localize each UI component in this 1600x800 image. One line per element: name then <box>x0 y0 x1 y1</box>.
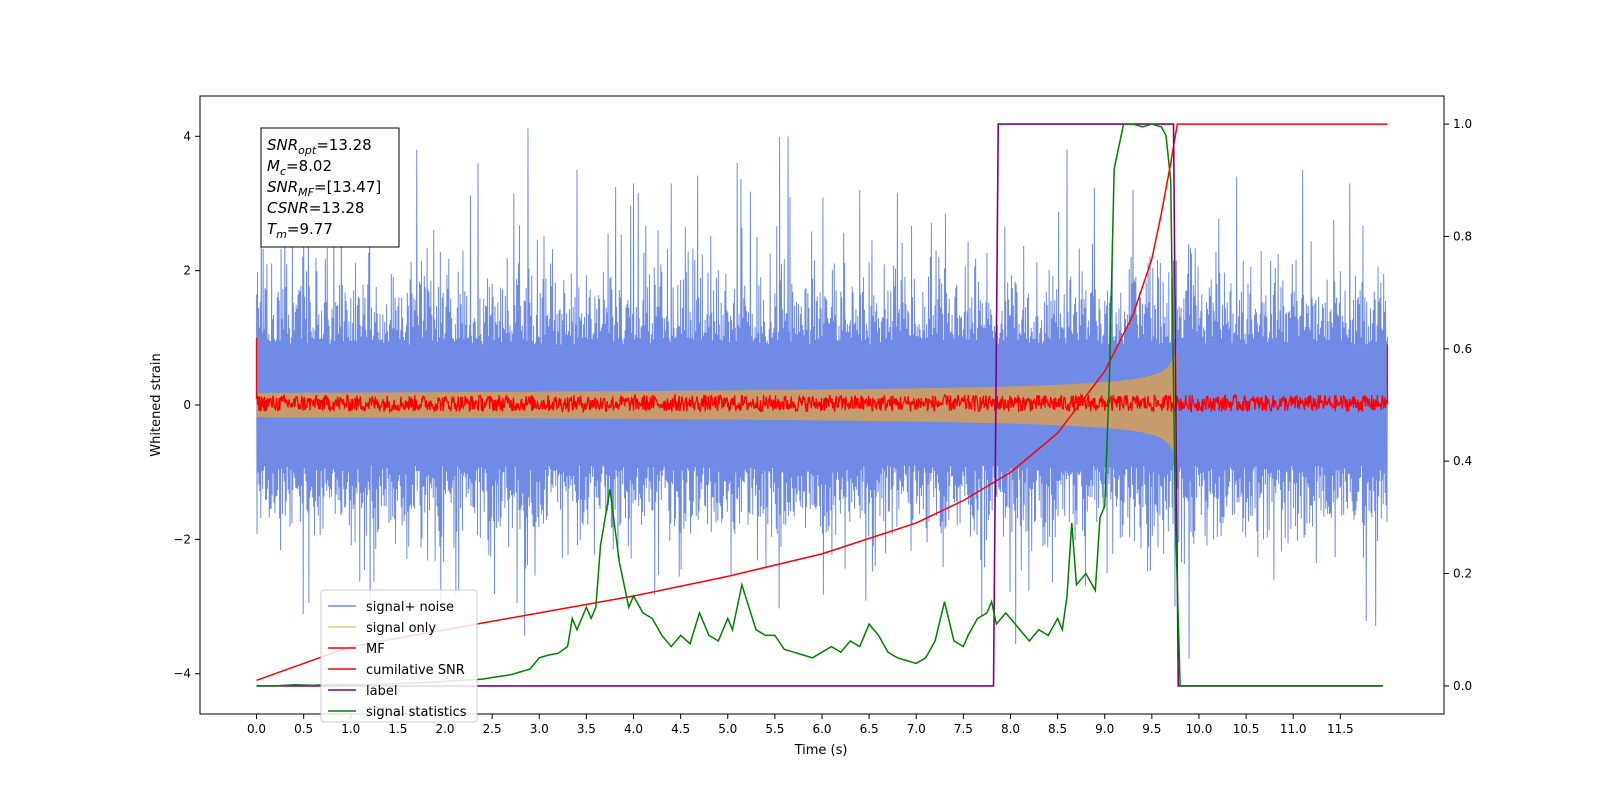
y-right-tick-label: 0.4 <box>1453 454 1472 468</box>
legend-label: MF <box>366 642 385 657</box>
x-tick-label: 1.5 <box>388 722 407 736</box>
series-mf-line <box>255 337 1389 414</box>
x-tick-label: 2.5 <box>483 722 502 736</box>
y-axis-left: −4 −2 0 2 4 <box>173 129 200 681</box>
y-right-tick-label: 1.0 <box>1453 117 1472 131</box>
y-axis-left-label: Whitened strain <box>149 353 164 456</box>
x-axis: 0.0 0.5 1.0 1.5 2.0 2.5 3.0 3.5 4.0 4.5 5.0 5.5 6.0 6… <box>247 714 1354 736</box>
series-signal-plus-noise-line <box>256 128 1388 659</box>
legend: signal+ noise signal only MF cumilative SNR… <box>320 589 478 723</box>
x-tick-label: 9.0 <box>1095 722 1114 736</box>
info-box-line: Mc=8.02 <box>267 157 332 178</box>
x-axis-label: Time (s) <box>794 743 848 758</box>
x-tick-label: 4.0 <box>624 722 643 736</box>
x-tick-label: 6.0 <box>812 722 831 736</box>
series-cumilative-snr-line <box>256 123 1388 681</box>
y-right-tick-label: 0.0 <box>1453 679 1472 693</box>
x-tick-label: 6.5 <box>860 722 879 736</box>
info-box-line: Tm=9.77 <box>267 220 333 241</box>
x-tick-label: 1.0 <box>341 722 360 736</box>
x-tick-label: 4.5 <box>671 722 690 736</box>
x-tick-label: 3.0 <box>530 722 549 736</box>
y-left-tick-label: −2 <box>173 532 191 546</box>
x-tick-label: 0.0 <box>247 722 266 736</box>
y-right-tick-label: 0.8 <box>1453 229 1472 243</box>
y-right-tick-label: 0.2 <box>1453 567 1472 581</box>
series-signal-statistics-line <box>256 123 1383 687</box>
legend-label: label <box>366 684 397 699</box>
x-tick-label: 7.0 <box>907 722 926 736</box>
x-tick-label: 2.0 <box>435 722 454 736</box>
info-box-line: CSNR=13.28 <box>267 199 364 217</box>
x-tick-label: 3.5 <box>577 722 596 736</box>
x-tick-label: 10.5 <box>1233 722 1260 736</box>
x-tick-label: 9.5 <box>1142 722 1161 736</box>
x-tick-label: 7.5 <box>954 722 973 736</box>
legend-frame <box>320 589 478 723</box>
y-left-tick-label: 2 <box>183 264 191 278</box>
x-tick-label: 11.0 <box>1280 722 1307 736</box>
y-left-tick-label: 0 <box>183 398 191 412</box>
legend-label: cumilative SNR <box>366 663 465 678</box>
info-box-line: SNRMF=[13.47] <box>267 178 381 199</box>
y-left-tick-label: 4 <box>183 129 191 143</box>
plot-area <box>255 123 1389 687</box>
y-right-tick-label: 0.6 <box>1453 342 1472 356</box>
x-tick-label: 0.5 <box>294 722 313 736</box>
x-tick-label: 11.5 <box>1327 722 1354 736</box>
x-tick-label: 5.5 <box>765 722 784 736</box>
y-left-tick-label: −4 <box>173 667 191 681</box>
legend-label: signal statistics <box>366 705 467 720</box>
x-tick-label: 10.0 <box>1186 722 1213 736</box>
info-box-line: SNRopt=13.28 <box>267 136 372 157</box>
x-tick-label: 8.0 <box>1001 722 1020 736</box>
x-tick-label: 8.5 <box>1048 722 1067 736</box>
legend-label: signal+ noise <box>366 600 454 615</box>
y-axis-right: 0.0 0.2 0.4 0.6 0.8 1.0 <box>1444 117 1472 693</box>
x-tick-label: 5.0 <box>718 722 737 736</box>
info-box-frame <box>260 127 400 248</box>
info-box: SNRopt=13.28Mc=8.02SNRMF=[13.47]CSNR=13.… <box>260 127 400 248</box>
legend-label: signal only <box>366 621 436 636</box>
